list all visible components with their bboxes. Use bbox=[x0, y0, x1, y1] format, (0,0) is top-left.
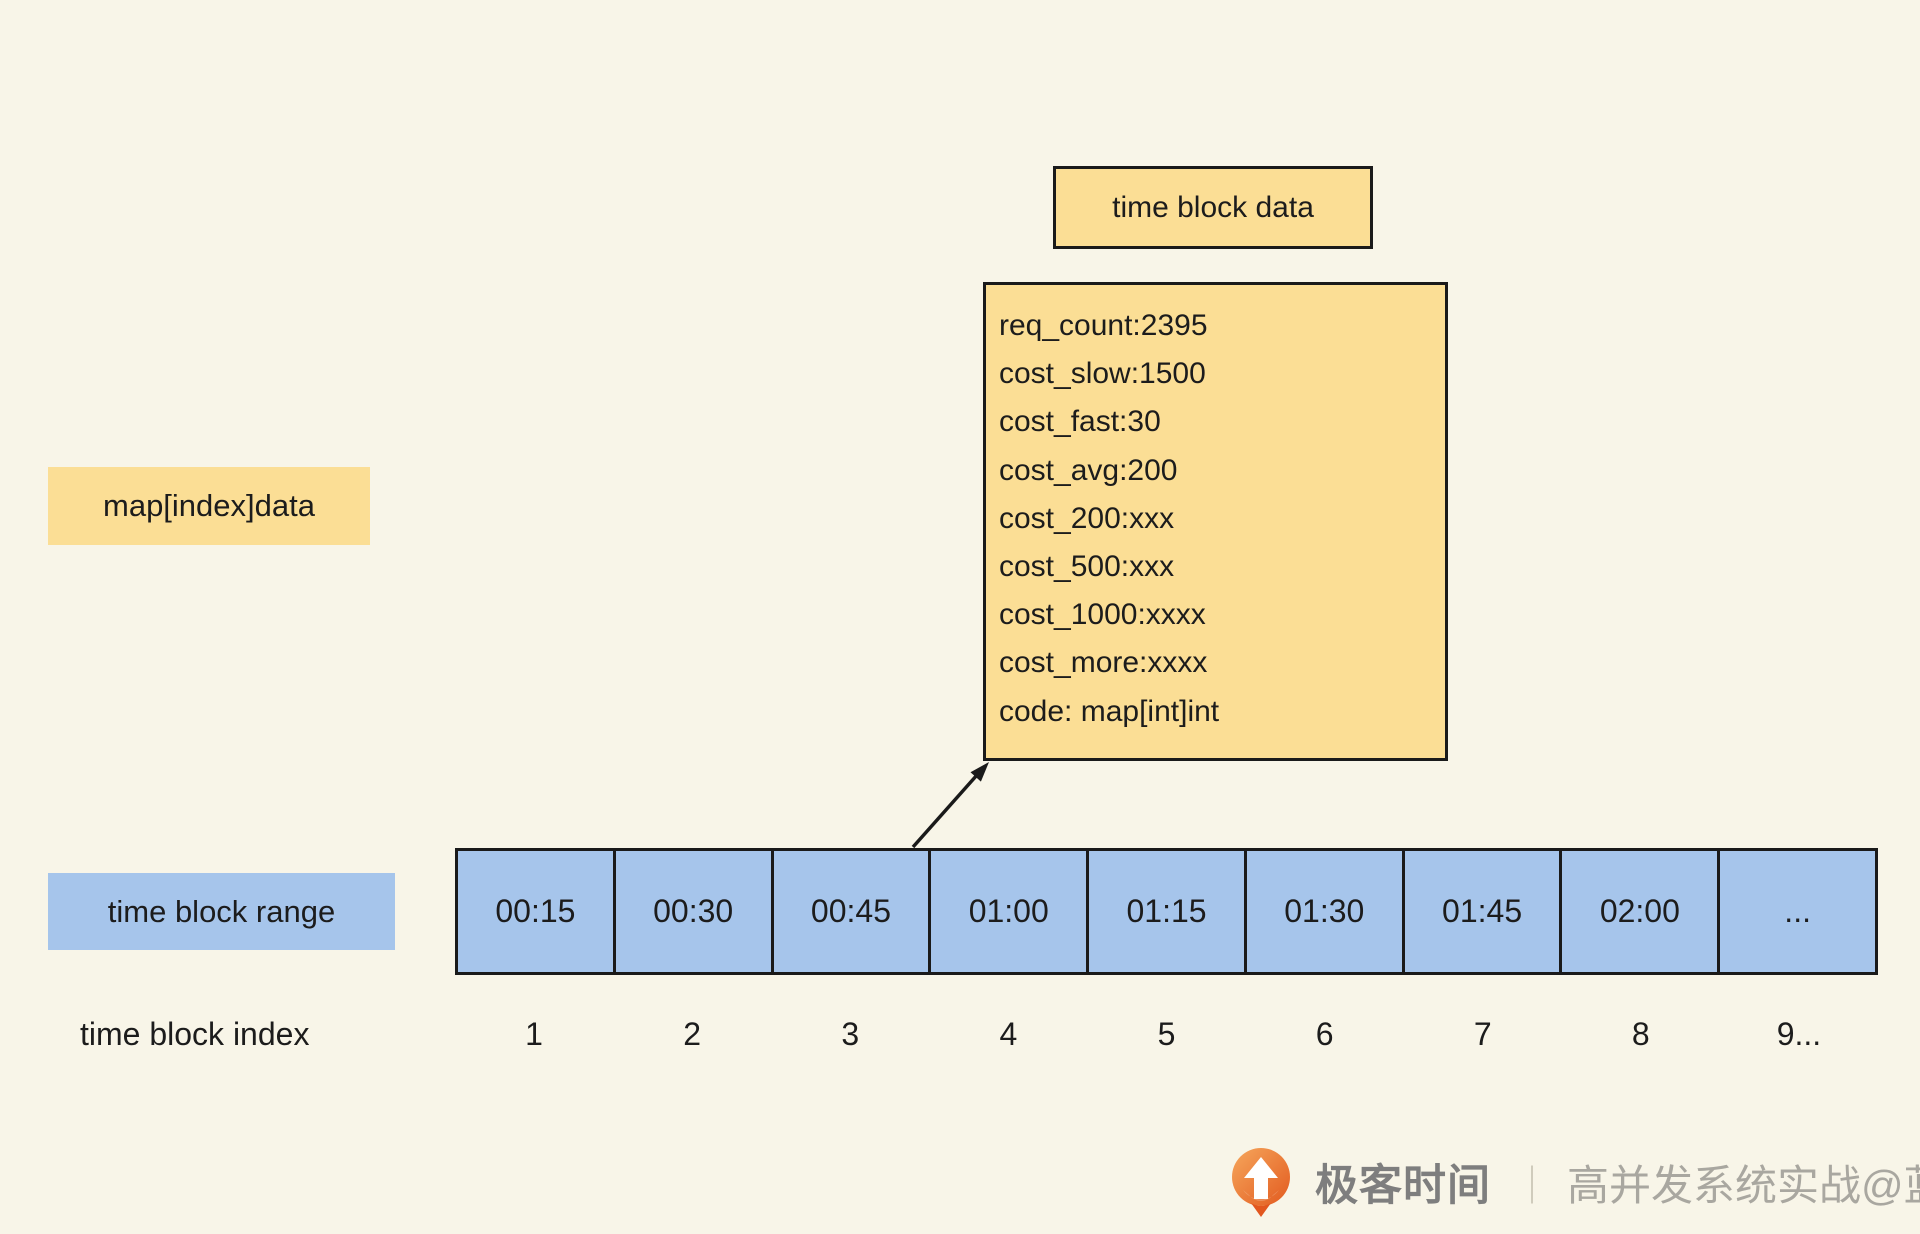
index-5: 5 bbox=[1157, 1015, 1176, 1052]
time-block-index-label: time block index bbox=[80, 1008, 309, 1060]
pointer-arrow bbox=[911, 762, 989, 849]
time-cell-7: 01:45 bbox=[1401, 851, 1560, 972]
watermark-credit: 高并发系统实战@蓝天 bbox=[1567, 1161, 1920, 1209]
index-7: 7 bbox=[1473, 1015, 1492, 1052]
time-block-range-text: time block range bbox=[107, 893, 336, 929]
watermark-separator-icon: ｜ bbox=[1513, 1165, 1552, 1208]
time-cell-6: 01:30 bbox=[1243, 851, 1402, 972]
watermark: 极客时间 ｜ 高并发系统实战@蓝天 bbox=[1225, 1144, 1920, 1220]
time-block-data-title-box: time block data bbox=[1053, 166, 1373, 249]
data-field-code-type: code: map[int]int bbox=[999, 694, 1220, 728]
watermark-brand: 极客时间 bbox=[1315, 1162, 1491, 1210]
time-cell-ellipsis: ... bbox=[1717, 851, 1876, 972]
time-cell-2: 00:30 bbox=[612, 851, 771, 972]
geektime-logo-icon bbox=[1232, 1148, 1290, 1217]
index-6: 6 bbox=[1315, 1015, 1334, 1052]
time-block-row: 00:15 00:30 00:45 01:00 01:15 01:30 01:4… bbox=[455, 848, 1878, 975]
time-block-data-fields-box: req_count:2395 cost_slow:1500 cost_fast:… bbox=[983, 282, 1448, 761]
time-cell-8: 02:00 bbox=[1559, 851, 1718, 972]
index-4: 4 bbox=[999, 1015, 1018, 1052]
index-3: 3 bbox=[841, 1015, 860, 1052]
time-cell-4: 01:00 bbox=[928, 851, 1087, 972]
data-field-cost-1000: cost_1000:xxxx bbox=[999, 598, 1206, 632]
map-index-data-text: map[index]data bbox=[103, 488, 315, 523]
data-field-cost-fast: cost_fast:30 bbox=[999, 405, 1161, 439]
time-cell-3: 00:45 bbox=[770, 851, 929, 972]
index-2: 2 bbox=[683, 1015, 702, 1052]
data-field-cost-500: cost_500:xxx bbox=[999, 550, 1175, 584]
time-block-index-text: time block index bbox=[80, 1015, 310, 1052]
data-field-cost-200: cost_200:xxx bbox=[999, 501, 1175, 535]
time-cell-5: 01:15 bbox=[1086, 851, 1244, 972]
time-block-data-title: time block data bbox=[1112, 190, 1314, 224]
index-8: 8 bbox=[1631, 1015, 1650, 1052]
data-field-cost-slow: cost_slow:1500 bbox=[999, 357, 1206, 391]
time-block-index-row: 1 2 3 4 5 6 7 8 9... bbox=[455, 1008, 1878, 1060]
data-field-cost-more: cost_more:xxxx bbox=[999, 646, 1208, 680]
index-9-ellipsis: 9... bbox=[1776, 1015, 1822, 1052]
data-field-cost-avg: cost_avg:200 bbox=[999, 453, 1178, 487]
time-cell-1: 00:15 bbox=[458, 851, 613, 972]
map-index-data-label: map[index]data bbox=[48, 467, 370, 545]
data-field-req-count: req_count:2395 bbox=[999, 309, 1208, 342]
time-block-range-label: time block range bbox=[48, 873, 395, 950]
index-1: 1 bbox=[525, 1015, 543, 1052]
